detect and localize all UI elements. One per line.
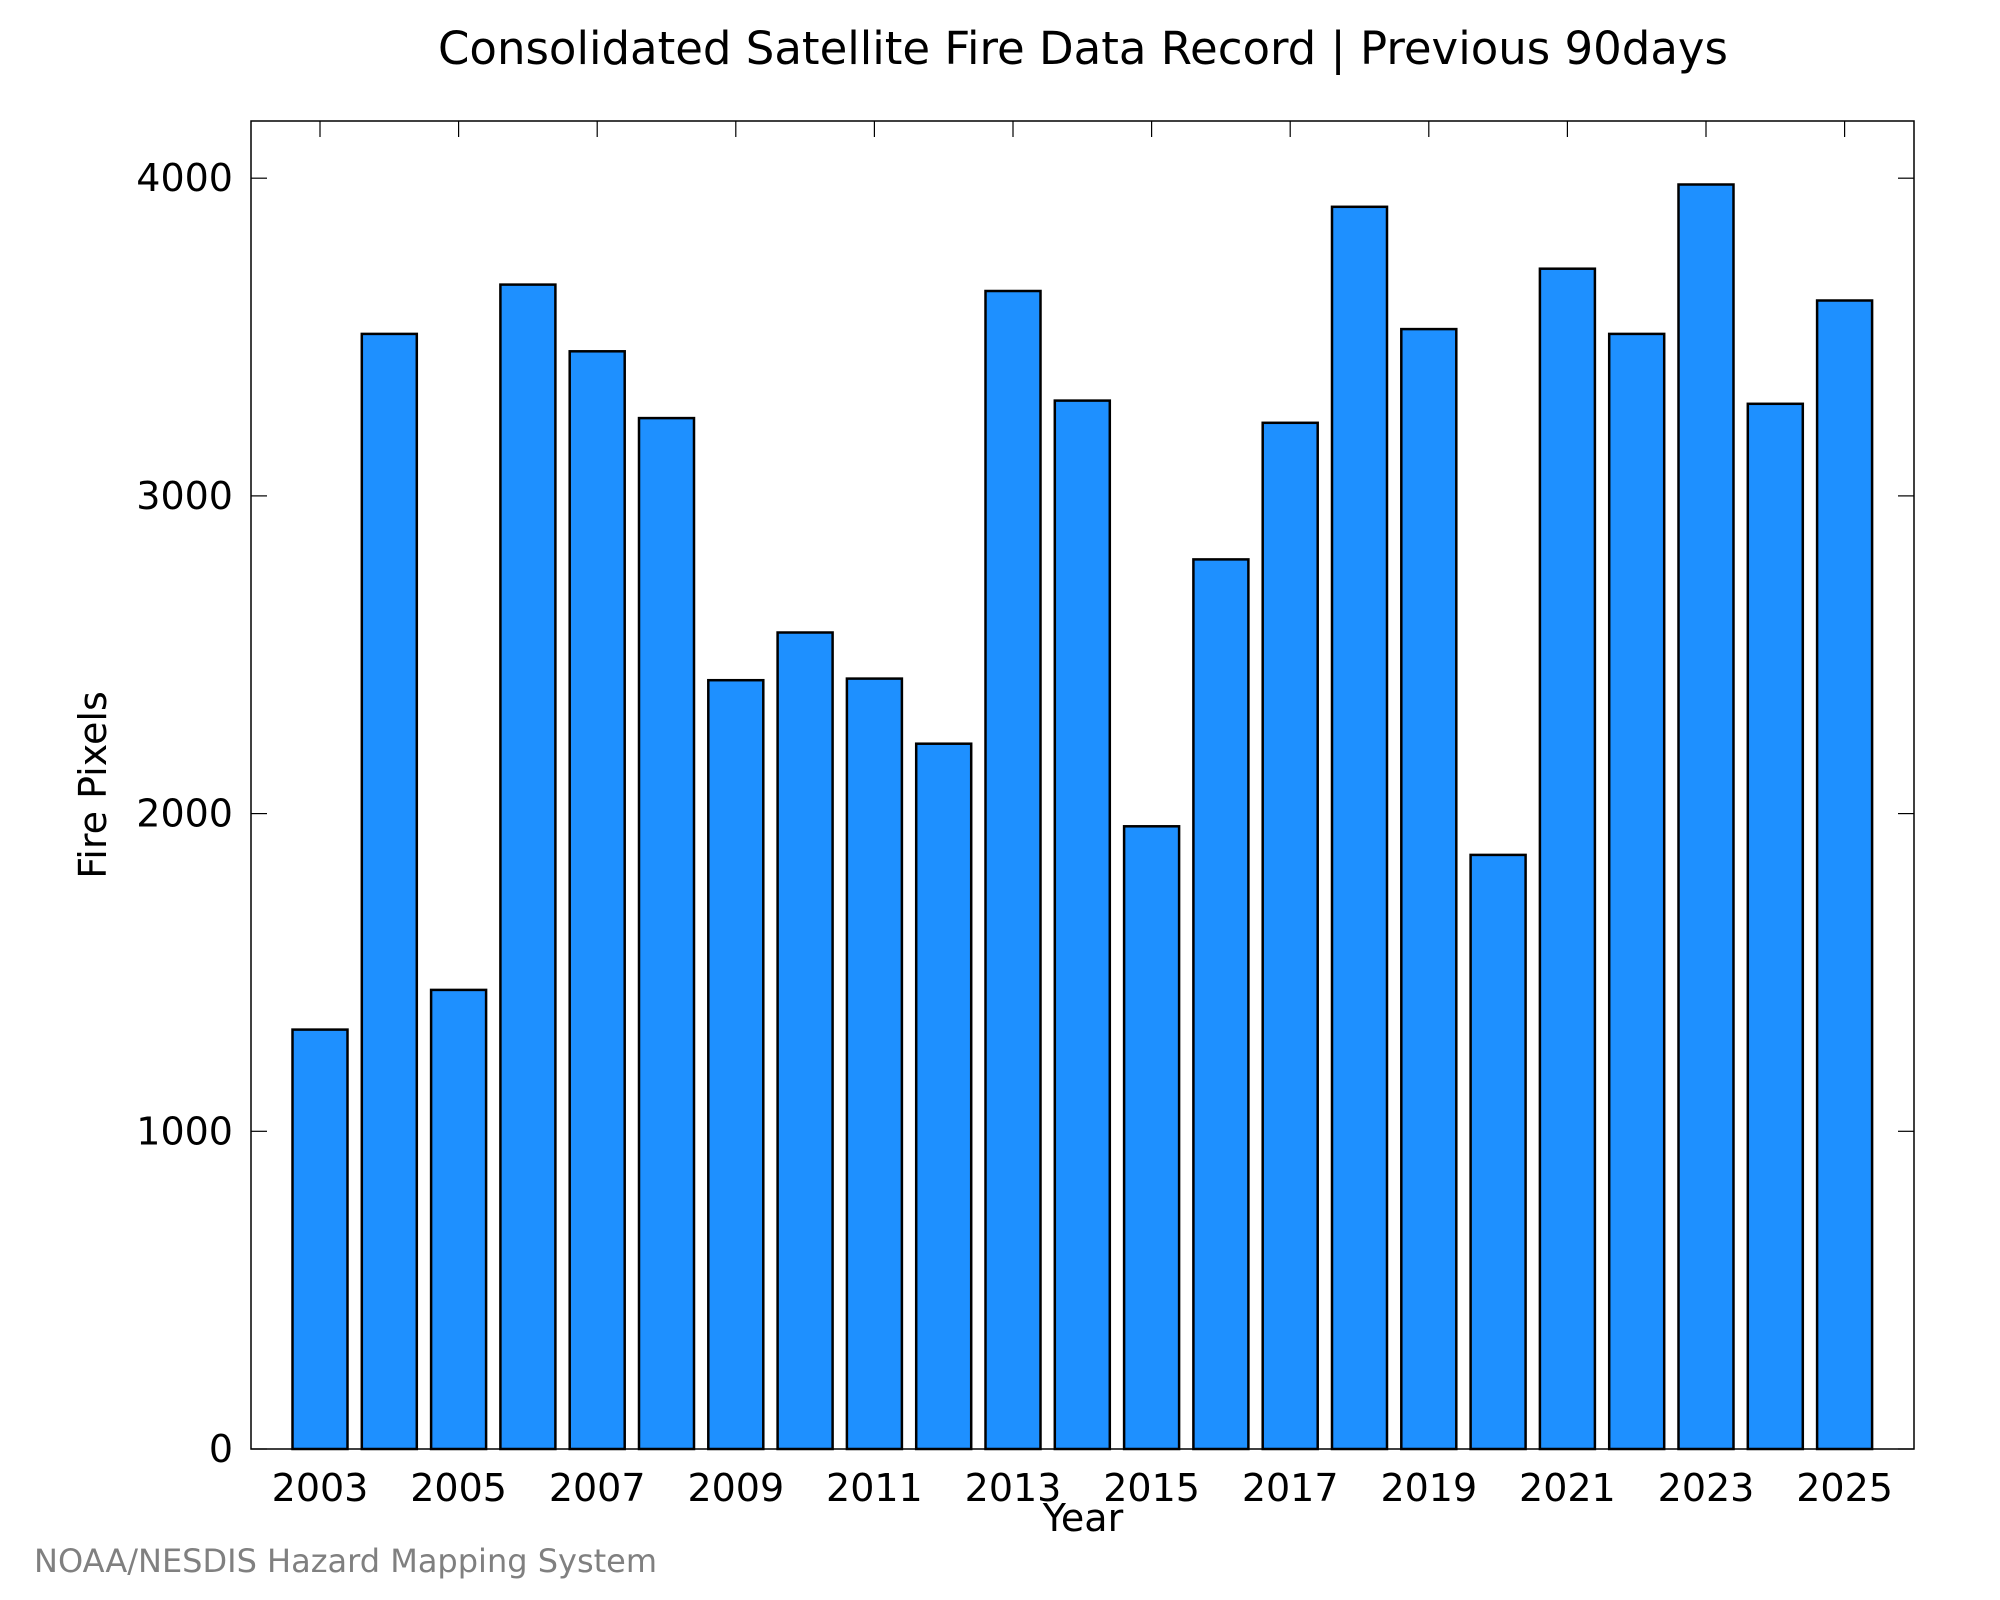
credit-text: NOAA/NESDIS Hazard Mapping System [34,1542,657,1580]
x-tick-label-2011: 2011 [826,1466,923,1510]
bar-2016 [1192,558,1250,1451]
y-tick-label-1000: 1000 [136,1109,233,1153]
bar-2006 [499,283,557,1451]
bar-2011 [845,677,904,1451]
x-axis-label: Year [1042,1496,1124,1540]
x-tick-label-2017: 2017 [1242,1466,1339,1510]
bar-2009 [707,678,765,1451]
bar-2013 [984,289,1042,1451]
bar-2017 [1261,421,1319,1451]
x-tick-label-2009: 2009 [687,1466,784,1510]
x-tick-label-2003: 2003 [272,1466,369,1510]
bar-2023 [1677,183,1735,1451]
chart-title: Consolidated Satellite Fire Data Record … [438,22,1728,75]
y-tick-label-2000: 2000 [136,792,233,836]
bars [291,183,1874,1451]
x-tick-label-2023: 2023 [1658,1466,1755,1510]
y-tick-label-0: 0 [209,1427,233,1471]
y-tick-label-3000: 3000 [136,474,233,518]
bar-2005 [429,988,488,1451]
bar-2018 [1330,205,1389,1451]
bar-2010 [776,631,834,1451]
bar-2025 [1815,299,1874,1451]
bar-2021 [1538,267,1597,1451]
x-tick-label-2013: 2013 [965,1466,1062,1510]
y-axis-label: Fire Pixels [71,691,115,879]
bar-2019 [1400,327,1458,1451]
y-tick-label-4000: 4000 [136,156,233,200]
y-tick-labels: 0 1000 2000 3000 4000 [136,156,233,1471]
x-tick-label-2005: 2005 [410,1466,507,1510]
bar-2020 [1469,853,1527,1451]
x-tick-label-2015: 2015 [1103,1466,1200,1510]
bar-2008 [637,416,696,1451]
bar-2024 [1746,402,1805,1451]
bar-2022 [1607,332,1666,1451]
x-tick-label-2019: 2019 [1380,1466,1477,1510]
bar-2007 [568,350,626,1451]
bar-2004 [360,332,419,1451]
bar-2003 [291,1028,349,1451]
x-tick-label-2025: 2025 [1796,1466,1893,1510]
x-tick-labels: 2003 2005 2007 2009 2011 2013 2015 2017 2019 2021… [272,1466,1893,1510]
bar-2015 [1122,825,1181,1451]
bar-2014 [1053,399,1112,1451]
bar-2012 [914,742,973,1451]
x-tick-label-2007: 2007 [549,1466,646,1510]
x-tick-label-2021: 2021 [1519,1466,1616,1510]
